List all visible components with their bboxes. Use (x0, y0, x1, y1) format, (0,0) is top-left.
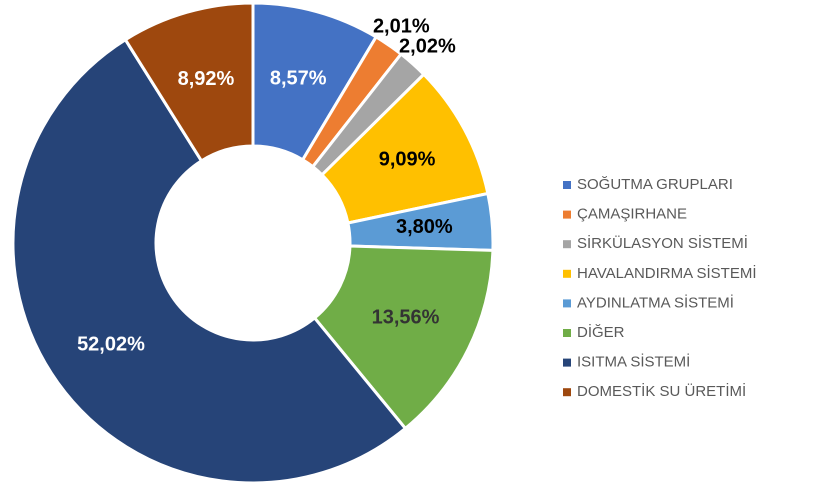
slice (123, 1, 255, 163)
data-label: 52,02% (77, 334, 145, 356)
legend-label: AYDINLATMA SİSTEMİ (577, 293, 734, 311)
legend-swatch (563, 358, 571, 367)
legend-label: ÇAMAŞIRHANE (577, 206, 687, 223)
legend-label: HAVALANDIRMA SİSTEMİ (577, 264, 756, 282)
legend-swatch (563, 181, 571, 189)
data-label: 8,92% (178, 68, 235, 90)
data-label: 3,80% (396, 216, 453, 238)
legend-swatch (563, 299, 571, 308)
data-label: 9,09% (379, 148, 436, 170)
legend-label: DOMESTİK SU ÜRETİMİ (577, 382, 746, 400)
legend-swatch (563, 240, 571, 249)
data-label: 2,02% (399, 36, 456, 58)
legend-label: SOĞUTMA GRUPLARI (577, 176, 733, 193)
slice (11, 37, 408, 485)
legend-swatch (563, 329, 571, 337)
slice (312, 244, 495, 431)
data-label: 2,01% (373, 15, 430, 37)
legend-swatch (563, 269, 571, 278)
legend-swatch (563, 388, 571, 397)
legend-label: SİRKÜLASYON SİSTEMİ (577, 234, 748, 252)
legend-swatch (563, 210, 571, 219)
data-label: 13,56% (372, 306, 440, 328)
data-label: 8,57% (270, 67, 327, 89)
legend-label: ISITMA SİSTEMİ (577, 353, 690, 371)
legend-label: DİĞER (577, 323, 625, 341)
